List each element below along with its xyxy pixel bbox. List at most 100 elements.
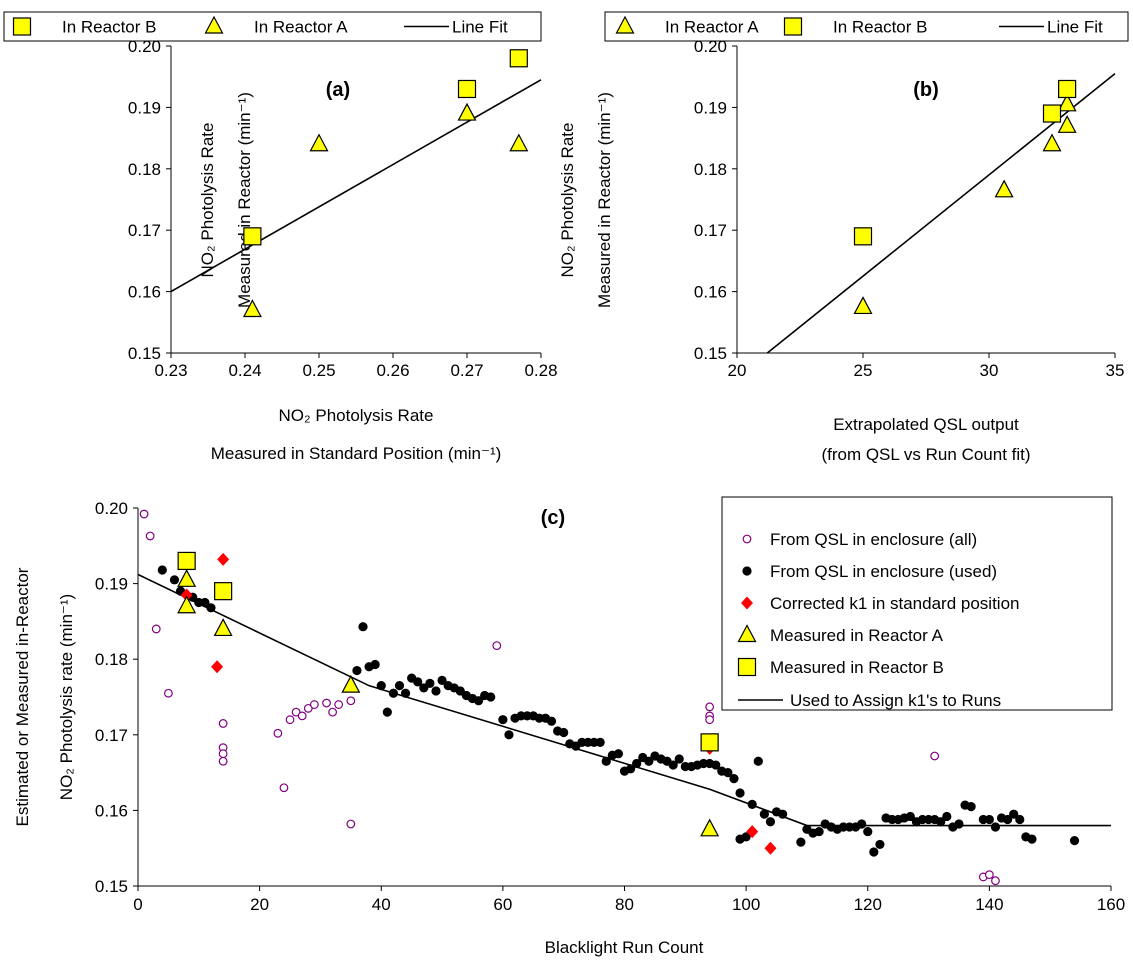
data-point-open-circle — [328, 707, 338, 717]
y-tick-label: 0.15 — [95, 877, 128, 896]
data-point-open-circle — [346, 819, 356, 829]
chart-panel-c: 0.15 0.16 0.17 0.18 0.19 0.20 0 20 40 60 80 100 120 1… — [13, 496, 1125, 957]
series-line-fit — [138, 573, 1111, 827]
legend-swatch-triangle — [737, 624, 757, 643]
data-point-triangle — [509, 133, 529, 152]
data-point-filled-circle — [936, 817, 946, 827]
panel-label: (a) — [326, 79, 350, 101]
data-point-filled-circle — [942, 811, 952, 822]
data-point-filled-circle — [206, 603, 216, 613]
data-point-open-circle — [273, 728, 283, 738]
legend-box — [721, 496, 1113, 711]
x-tick-label: 0.26 — [376, 361, 409, 380]
data-point-open-circle — [218, 749, 228, 759]
data-point-open-circle — [218, 719, 228, 728]
legend-swatch-open-circle — [742, 534, 752, 544]
data-point-open-circle — [303, 703, 313, 713]
x-tick-label: 0.25 — [302, 361, 335, 380]
series-line-fit — [766, 73, 1116, 353]
data-point-filled-circle — [200, 597, 210, 608]
data-point-open-circle — [991, 876, 1000, 886]
x-tick-label: 0 — [133, 895, 142, 914]
legend-label: Used to Assign k1's to Runs — [790, 691, 1001, 710]
data-point-filled-circle — [376, 681, 386, 691]
legend-label: Measured in Reactor A — [770, 626, 944, 645]
y-tick-label: 0.16 — [128, 283, 161, 302]
legend-label: In Reactor A — [665, 18, 759, 37]
y-tick-label: 0.18 — [128, 160, 161, 179]
y-tick-label: 0.19 — [95, 575, 128, 594]
data-point-open-circle — [984, 870, 994, 880]
data-point-filled-circle — [875, 839, 885, 850]
y-axis-title-line2: Measured in Reactor (min⁻¹) — [595, 92, 614, 308]
x-tick-label: 20 — [728, 361, 747, 380]
data-point-open-circle — [492, 641, 502, 650]
data-point-filled-circle — [486, 692, 496, 702]
data-point-square — [1042, 104, 1062, 123]
data-point-filled-circle — [400, 688, 411, 698]
data-point-filled-circle — [814, 826, 824, 837]
data-point-square — [700, 733, 719, 752]
data-point-diamond — [764, 841, 777, 855]
y-tick-label: 0.20 — [95, 499, 128, 518]
x-tick-label: 120 — [854, 895, 882, 914]
data-point-filled-circle — [1009, 809, 1019, 819]
data-point-open-circle — [346, 696, 356, 706]
data-point-filled-circle — [1015, 814, 1025, 825]
x-axis-title-line2: (from QSL vs Run Count fit) — [821, 445, 1030, 464]
y-axis-title-line2: NO₂ Photolysis rate (min⁻¹) — [57, 594, 76, 800]
data-point-filled-circle — [753, 756, 763, 766]
data-point-triangle — [700, 818, 720, 837]
x-tick-label: 140 — [975, 895, 1003, 914]
data-point-open-circle — [139, 509, 149, 519]
data-point-filled-circle — [601, 756, 611, 766]
y-tick-label: 0.17 — [95, 726, 128, 745]
panel-label: (c) — [541, 507, 565, 529]
data-point-triangle — [1057, 115, 1077, 133]
data-point-filled-circle — [644, 756, 654, 766]
data-point-filled-circle — [431, 686, 441, 696]
data-point-open-circle — [334, 700, 344, 709]
legend-label: In Reactor B — [833, 18, 928, 37]
data-point-filled-circle — [869, 847, 879, 857]
y-tick-label: 0.16 — [95, 801, 128, 820]
data-point-filled-circle — [747, 799, 757, 809]
data-point-filled-circle — [394, 681, 405, 691]
x-axis-title-line2: Measured in Standard Position (min⁻¹) — [211, 444, 502, 463]
data-point-open-circle — [930, 751, 940, 761]
x-tick-label: 0.28 — [524, 361, 557, 380]
y-tick-label: 0.18 — [694, 160, 727, 179]
x-tick-label: 20 — [250, 895, 269, 914]
legend-swatch-filled-circle — [742, 566, 752, 576]
x-tick-label: 60 — [493, 895, 512, 914]
data-point-filled-circle — [984, 814, 994, 825]
data-point-filled-circle — [157, 565, 167, 575]
x-tick-label: 100 — [732, 895, 760, 914]
y-axis-title: NO₂ Photolysis Rate — [558, 123, 577, 278]
legend-label: In Reactor A — [254, 18, 348, 37]
y-tick-label: 0.19 — [694, 98, 727, 117]
data-point-open-circle — [218, 756, 228, 766]
data-point-open-circle — [285, 715, 295, 725]
data-point-open-circle — [309, 700, 319, 709]
x-tick-label: 40 — [372, 895, 391, 914]
series-line-fit — [171, 79, 542, 293]
legend-swatch-diamond — [741, 596, 753, 610]
y-tick-label: 0.20 — [128, 37, 161, 56]
data-point-filled-circle — [711, 760, 721, 770]
data-point-filled-circle — [546, 716, 557, 726]
panel-label: (b) — [913, 79, 939, 101]
data-point-triangle — [1057, 93, 1077, 112]
legend-swatch-triangle — [615, 15, 635, 34]
legend-swatch-square — [783, 17, 803, 36]
plot-area — [171, 49, 542, 318]
y-tick-label: 0.18 — [95, 650, 128, 669]
legend-swatch-triangle — [204, 15, 224, 34]
legend-box — [3, 11, 542, 42]
data-point-filled-circle — [778, 809, 788, 819]
x-tick-label: 25 — [854, 361, 873, 380]
y-tick-label: 0.15 — [694, 344, 727, 363]
data-point-open-circle — [705, 702, 715, 712]
y-axis-title: NO₂ Photolysis Rate — [198, 123, 217, 278]
data-point-open-circle — [297, 711, 307, 721]
